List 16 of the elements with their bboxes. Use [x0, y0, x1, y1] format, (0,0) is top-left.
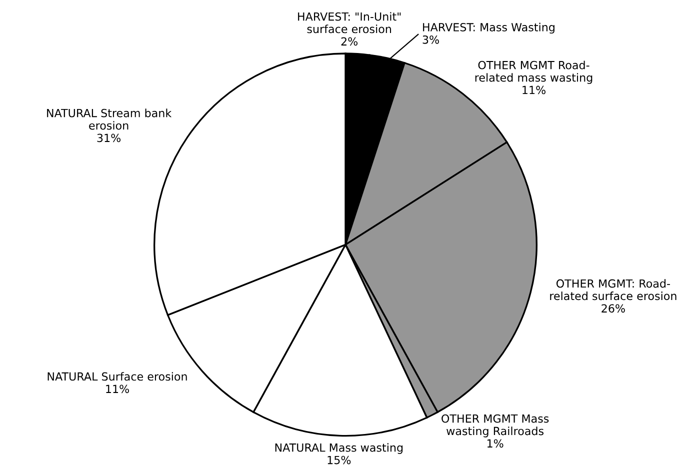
slice-label: NATURAL Stream bank erosion — [47, 108, 172, 130]
data-label: 1% — [487, 439, 504, 448]
data-label: 31% — [97, 134, 121, 142]
slice-label: OTHER MGMT Mass wasting Railroads — [442, 414, 549, 438]
slice-label: HARVEST: "In-Unit" surface erosion — [298, 12, 401, 34]
data-label: 2% — [341, 37, 358, 46]
data-label: 26% — [602, 304, 625, 313]
data-label: 11% — [522, 86, 546, 94]
slice-label: NATURAL Surface erosion — [48, 372, 187, 381]
slice-label: OTHER MGMT Road- related mass wasting — [475, 60, 592, 84]
slice-label: HARVEST: Mass Wasting — [423, 22, 554, 34]
data-label: 11% — [106, 384, 129, 394]
data-label: 15% — [328, 456, 351, 464]
slice-label: NATURAL Mass wasting — [275, 443, 403, 454]
slice-label: OTHER MGMT: Road- related surface erosion — [550, 279, 676, 300]
data-label: 3% — [422, 35, 439, 44]
